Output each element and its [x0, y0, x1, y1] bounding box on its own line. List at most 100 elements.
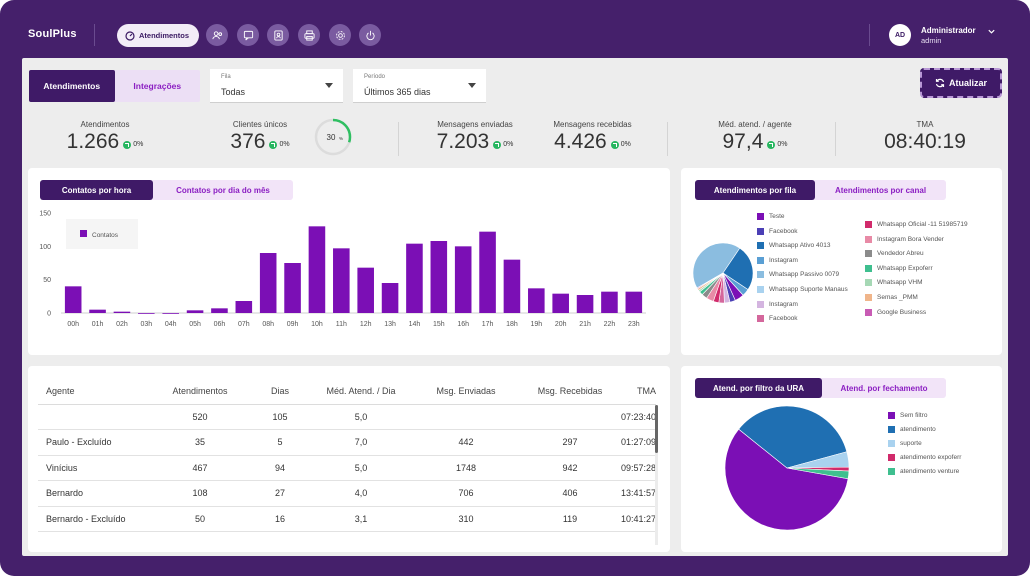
arrow-up-icon — [610, 141, 619, 149]
legend-label: atendimento — [900, 426, 936, 433]
legend-item[interactable]: Teste — [757, 213, 785, 220]
settings-button[interactable] — [329, 24, 351, 46]
legend-item[interactable]: Semas _PMM — [865, 294, 918, 301]
table-row[interactable]: 520 105 5,0 07:23:40 — [38, 404, 656, 430]
logout-button[interactable] — [359, 24, 381, 46]
bar[interactable] — [89, 309, 106, 313]
user-name[interactable]: Administrador — [921, 26, 976, 35]
divider — [398, 122, 399, 156]
nav-atendimentos-button[interactable]: Atendimentos — [117, 24, 200, 47]
bar[interactable] — [64, 286, 82, 313]
legend-item[interactable]: Whatsapp Passivo 0079 — [757, 271, 839, 279]
legend-item[interactable]: atendimento — [888, 426, 936, 433]
col-atendimentos[interactable]: Atendimentos — [150, 378, 250, 405]
pie-slice[interactable] — [722, 247, 754, 291]
bar[interactable] — [162, 313, 179, 314]
pie-slice[interactable] — [696, 272, 724, 290]
bar[interactable] — [381, 283, 399, 313]
bar[interactable] — [454, 246, 472, 313]
ura-pie-chart — [724, 405, 850, 531]
progress-ring-value: 30 — [327, 133, 336, 142]
contacts-button[interactable] — [267, 24, 289, 46]
col-agente[interactable]: Agente — [38, 378, 150, 405]
legend-item[interactable]: Instagram — [757, 300, 798, 308]
legend-item[interactable]: suporte — [888, 440, 922, 447]
legend-item[interactable]: Whatsapp Ativo 4013 — [757, 242, 831, 250]
tab-atendimentos-canal[interactable]: Atendimentos por canal — [834, 185, 927, 195]
tab-atendimentos[interactable]: Atendimentos — [29, 70, 115, 102]
bar[interactable] — [357, 267, 374, 313]
legend-label: Semas _PMM — [877, 294, 918, 301]
table-cell: 50 — [150, 506, 250, 532]
legend-label: Whatsapp Expoferr — [877, 264, 933, 272]
tab-filtro-ura[interactable]: Atend. por filtro da URA — [695, 378, 822, 398]
bar[interactable] — [138, 313, 155, 314]
table-row[interactable]: Bernardo - Excluído 50 16 3,1 310 119 10:41:27 — [38, 506, 656, 532]
bar[interactable] — [601, 291, 618, 313]
tab-fechamento[interactable]: Atend. por fechamento — [840, 383, 928, 393]
legend-item[interactable]: Whatsapp Expoferr — [865, 264, 933, 272]
bar[interactable] — [284, 263, 301, 313]
bar[interactable] — [503, 259, 521, 313]
table-row[interactable]: Vinícius 467 94 5,0 1748 942 09:57:28 — [38, 455, 656, 481]
avatar[interactable]: AD — [889, 24, 911, 46]
bar[interactable] — [625, 291, 643, 313]
legend-label: Whatsapp Ativo 4013 — [769, 242, 831, 250]
print-button[interactable] — [298, 24, 320, 46]
legend-item[interactable]: Facebook — [757, 315, 798, 323]
refresh-button[interactable]: Atualizar — [920, 68, 1002, 98]
chevron-down-icon[interactable] — [987, 27, 996, 36]
x-tick-label: 13h — [384, 321, 396, 328]
fila-select[interactable]: Fila Todas — [210, 69, 343, 103]
pie-slice[interactable] — [738, 405, 848, 469]
arrow-up-icon — [269, 141, 278, 149]
bar[interactable] — [406, 243, 423, 313]
caret-down-icon — [325, 83, 333, 88]
bar[interactable] — [576, 295, 594, 313]
bar[interactable] — [211, 308, 228, 313]
legend-item[interactable]: Whatsapp Suporte Manaus — [757, 286, 848, 293]
legend-item[interactable]: Sem filtro — [888, 412, 927, 419]
tab-atendimentos-fila[interactable]: Atendimentos por fila — [695, 180, 815, 200]
bar[interactable] — [552, 293, 569, 313]
pie-slice[interactable] — [692, 242, 741, 289]
legend-item[interactable]: Instagram — [757, 256, 798, 264]
pie-slice[interactable] — [786, 467, 850, 480]
legend-item[interactable]: Google Business — [865, 308, 926, 316]
col-dias[interactable]: Dias — [250, 378, 310, 405]
scrollbar-thumb[interactable] — [655, 405, 658, 453]
legend-label: Facebook — [769, 227, 798, 235]
col-tma[interactable]: TMA — [620, 378, 656, 405]
users-button[interactable] — [206, 24, 228, 46]
col-media[interactable]: Méd. Atend. / Dia — [310, 378, 412, 405]
periodo-select[interactable]: Período Últimos 365 dias — [353, 69, 486, 103]
bar[interactable] — [308, 226, 326, 313]
tab-contatos-hora[interactable]: Contatos por hora — [40, 180, 153, 200]
table-cell: 27 — [250, 480, 310, 507]
legend-item[interactable]: atendimento venture — [888, 468, 959, 475]
legend-item[interactable]: Instagram Bora Vender — [865, 235, 944, 243]
tab-contatos-dia[interactable]: Contatos por dia do mês — [176, 185, 270, 195]
table-row[interactable]: Paulo - Excluído 35 5 7,0 442 297 01:27:09 — [38, 429, 656, 456]
bar[interactable] — [528, 288, 545, 313]
bar[interactable] — [259, 253, 277, 313]
legend-item[interactable]: Vendedor Abreu — [865, 250, 924, 258]
col-enviadas[interactable]: Msg. Enviadas — [412, 378, 520, 405]
legend-item[interactable]: Whatsapp VHM — [865, 279, 923, 287]
tab-integracoes[interactable]: Integrações — [133, 81, 182, 91]
progress-ring-unit: % — [339, 136, 343, 141]
table-scrollbar[interactable] — [655, 405, 658, 545]
bar[interactable] — [113, 311, 131, 313]
legend-item[interactable]: Whatsapp Oficial -11 51985719 — [865, 221, 968, 228]
pie-slice[interactable] — [724, 428, 849, 531]
legend-item[interactable]: Facebook — [757, 227, 798, 235]
col-recebidas[interactable]: Msg. Recebidas — [520, 378, 620, 405]
table-row[interactable]: Bernardo 108 27 4,0 706 406 13:41:57 — [38, 480, 656, 507]
bar[interactable] — [186, 310, 204, 313]
bar[interactable] — [479, 231, 496, 313]
bar[interactable] — [235, 301, 253, 313]
bar[interactable] — [430, 241, 448, 313]
legend-item[interactable]: atendimento expoferr — [888, 454, 961, 461]
chat-button[interactable] — [237, 24, 259, 46]
bar[interactable] — [333, 248, 350, 313]
